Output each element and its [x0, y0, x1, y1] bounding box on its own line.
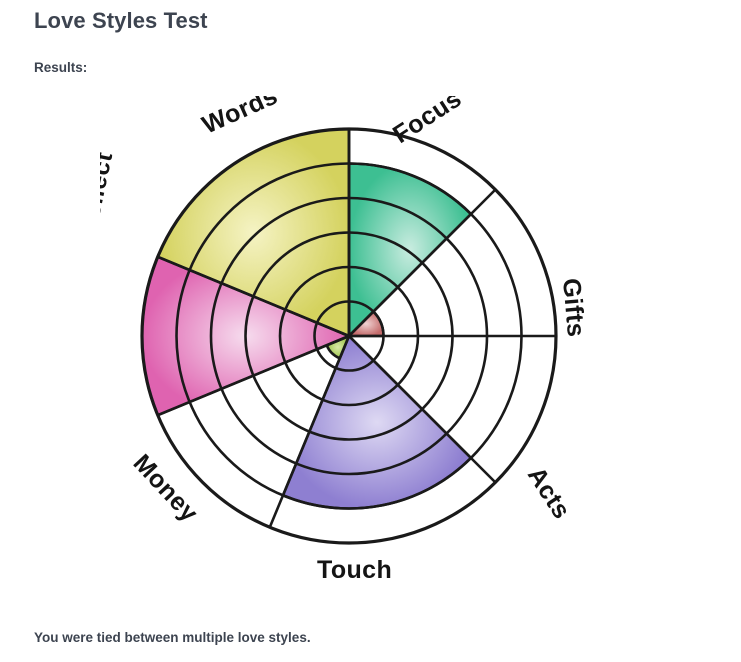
grid-spoke-1: [347, 188, 497, 338]
axis-label-gifts: Gifts: [557, 277, 590, 338]
axis-label-money: Money: [128, 449, 204, 527]
result-summary-text: You were tied between multiple love styl…: [34, 630, 311, 645]
grid-spoke-3: [347, 334, 497, 484]
results-label: Results:: [34, 60, 88, 75]
grid-spoke-4: [268, 334, 351, 529]
axis-label-intellect: Intellect: [100, 149, 118, 251]
page-title: Love Styles Test: [34, 8, 208, 33]
radial-chart-svg: Focus Gifts Acts Touch Money Intellect Words: [100, 96, 590, 584]
chart-grid: [140, 127, 558, 545]
chart-wedge-focus: [347, 162, 473, 338]
grid-spoke-6: [156, 255, 351, 338]
axis-label-focus: Focus: [388, 96, 467, 149]
axis-label-acts: Acts: [522, 462, 576, 524]
love-styles-radial-chart: Focus Gifts Acts Touch Money Intellect Words: [100, 96, 620, 606]
axis-label-touch: Touch: [317, 556, 392, 584]
chart-wedge-touch: [281, 334, 473, 510]
grid-spoke-5: [156, 334, 351, 417]
axis-label-words: Words: [198, 96, 282, 139]
